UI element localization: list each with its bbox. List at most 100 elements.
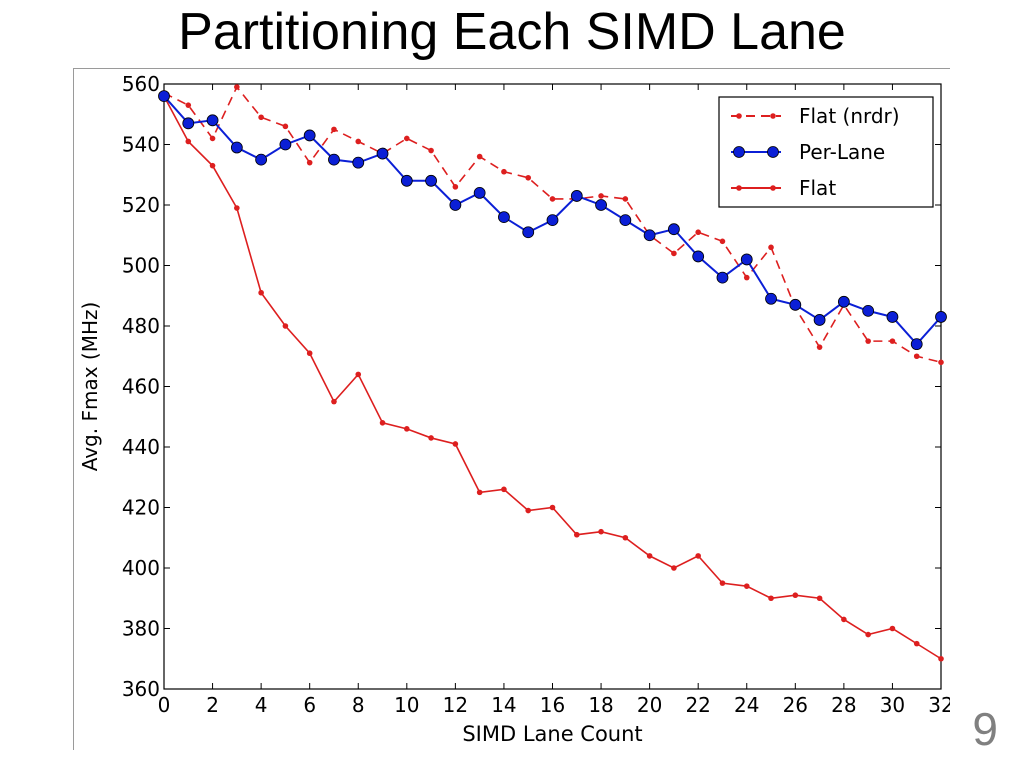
data-point-flat xyxy=(889,625,896,632)
legend-label-flat: Flat xyxy=(799,176,836,200)
x-tick-label: 30 xyxy=(880,693,905,717)
data-point-flat-nrdr xyxy=(743,274,750,281)
data-point-flat-nrdr xyxy=(913,353,920,360)
data-point-flat-nrdr xyxy=(452,184,459,190)
data-point-flat-nrdr xyxy=(938,359,944,366)
data-point-flat-nrdr xyxy=(525,174,532,181)
data-point-per-lane xyxy=(740,253,753,266)
data-point-flat xyxy=(646,553,653,559)
data-point-flat xyxy=(695,553,701,559)
data-point-flat xyxy=(719,580,726,586)
data-point-flat-nrdr xyxy=(622,196,629,202)
slide-frame-top-line xyxy=(73,68,950,69)
data-point-flat xyxy=(476,489,483,496)
data-point-per-lane xyxy=(813,314,826,326)
data-point-per-lane xyxy=(376,147,389,160)
slide-frame-left-line xyxy=(73,68,74,750)
data-point-per-lane xyxy=(522,226,535,239)
series-line-flat-nrdr xyxy=(163,85,942,364)
data-point-per-lane xyxy=(837,295,850,308)
x-tick-label: 14 xyxy=(491,693,516,717)
y-tick-label: 540 xyxy=(122,133,160,157)
data-point-flat xyxy=(768,595,774,602)
data-point-per-lane xyxy=(886,311,899,323)
x-tick-label: 22 xyxy=(685,693,710,717)
data-point-flat-nrdr xyxy=(889,338,896,344)
data-point-per-lane xyxy=(352,156,365,169)
data-point-flat xyxy=(525,507,532,514)
data-point-per-lane xyxy=(546,214,559,227)
y-tick-label: 520 xyxy=(122,193,160,217)
data-point-flat xyxy=(258,289,264,296)
y-tick-label: 440 xyxy=(122,435,160,459)
data-point-flat-nrdr xyxy=(671,250,677,257)
x-tick-label: 6 xyxy=(303,693,316,717)
data-point-per-lane xyxy=(692,250,705,263)
data-point-flat xyxy=(549,504,556,511)
x-tick-label: 12 xyxy=(443,693,468,717)
data-point-per-lane xyxy=(206,114,219,127)
page-number: 9 xyxy=(972,703,998,755)
slide-title: Partitioning Each SIMD Lane xyxy=(178,3,846,61)
data-point-per-lane xyxy=(425,174,437,187)
data-point-flat xyxy=(428,435,434,441)
data-point-flat xyxy=(841,616,847,623)
legend-swatch-marker-flat xyxy=(770,185,776,191)
y-tick-label: 460 xyxy=(122,375,160,399)
data-point-flat xyxy=(379,420,386,426)
legend: Flat (nrdr) Per-Lane Flat xyxy=(718,96,934,208)
data-point-per-lane xyxy=(158,90,170,103)
data-point-flat-nrdr xyxy=(331,126,337,133)
legend-swatch-marker-flat-nrdr xyxy=(736,113,742,119)
data-point-flat xyxy=(452,441,459,447)
y-tick-label: 380 xyxy=(122,617,160,641)
data-point-flat-nrdr xyxy=(258,114,264,121)
data-point-per-lane xyxy=(449,199,462,211)
data-point-flat xyxy=(234,205,240,211)
data-point-per-lane xyxy=(765,292,777,305)
data-point-per-lane xyxy=(400,174,413,187)
y-tick-label: 480 xyxy=(122,314,160,338)
data-point-flat-nrdr xyxy=(476,153,483,160)
x-tick-label: 28 xyxy=(831,693,856,717)
legend-label-per-lane: Per-Lane xyxy=(799,140,885,164)
legend-swatch-marker-flat-nrdr xyxy=(770,113,776,119)
data-point-flat xyxy=(501,486,507,493)
legend-swatch-marker-per-lane xyxy=(767,146,779,158)
x-tick-label: 0 xyxy=(158,693,171,717)
legend-label-flat-nrdr: Flat (nrdr) xyxy=(799,104,900,128)
series-layer xyxy=(158,84,947,662)
data-point-flat-nrdr xyxy=(768,244,774,251)
legend-swatch-marker-flat xyxy=(736,185,742,191)
data-point-flat xyxy=(573,531,580,538)
data-point-flat-nrdr xyxy=(355,138,362,145)
x-axis-label: SIMD Lane Count xyxy=(462,722,642,746)
data-point-flat-nrdr xyxy=(428,147,434,154)
data-point-per-lane xyxy=(935,311,947,323)
data-point-per-lane xyxy=(716,271,729,284)
data-point-per-lane xyxy=(230,141,243,154)
data-point-flat-nrdr xyxy=(719,238,726,245)
x-tick-label: 10 xyxy=(394,693,419,717)
data-point-flat xyxy=(622,534,629,541)
data-point-per-lane xyxy=(279,138,292,151)
data-point-flat-nrdr xyxy=(404,135,410,142)
data-point-flat xyxy=(816,595,823,602)
x-tick-label: 18 xyxy=(588,693,613,717)
y-tick-label: 420 xyxy=(122,496,160,520)
x-tick-label: 26 xyxy=(783,693,808,717)
data-point-flat xyxy=(282,323,289,329)
data-point-flat-nrdr xyxy=(549,196,556,202)
data-point-per-lane xyxy=(255,153,268,166)
y-tick-label: 360 xyxy=(122,677,160,701)
data-point-flat xyxy=(792,592,799,599)
data-point-flat xyxy=(938,655,944,662)
y-tick-label: 500 xyxy=(122,254,160,278)
data-point-flat xyxy=(865,631,871,638)
data-point-flat-nrdr xyxy=(816,344,823,350)
data-point-flat xyxy=(671,565,677,571)
data-point-per-lane xyxy=(498,211,510,224)
data-point-flat-nrdr xyxy=(234,84,240,90)
data-point-per-lane xyxy=(473,187,486,199)
data-point-per-lane xyxy=(328,153,340,166)
